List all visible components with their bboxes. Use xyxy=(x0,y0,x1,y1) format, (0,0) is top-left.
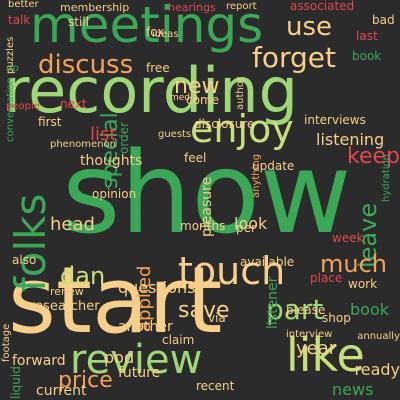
word-place: place xyxy=(310,271,343,285)
word-discuss: discuss xyxy=(38,50,134,80)
word-months: months xyxy=(180,219,226,233)
word-new: new xyxy=(174,74,220,99)
word-dp: dp xyxy=(6,63,19,74)
word-still: still xyxy=(68,15,89,29)
word-enjoy: enjoy xyxy=(190,107,294,151)
word-like: like xyxy=(286,328,365,382)
word-show: show xyxy=(62,129,352,259)
word-ideas: ideas xyxy=(152,29,179,40)
word-questions: questions xyxy=(118,278,196,297)
word-last: last xyxy=(356,29,378,43)
word-much: much xyxy=(320,250,387,278)
word-anything: anything xyxy=(251,153,262,198)
word-fox: fox xyxy=(146,25,165,39)
word-phenomenon: phenomenon xyxy=(50,139,116,150)
word-associated: associated xyxy=(290,0,355,13)
word-review: review xyxy=(70,337,203,383)
word-head: head xyxy=(50,214,95,235)
word-per: per xyxy=(236,221,256,235)
word-report: report xyxy=(226,1,257,12)
word-folks: folks xyxy=(6,193,55,292)
word-current: current xyxy=(36,383,87,399)
word-work: work xyxy=(348,277,378,291)
word-please: please xyxy=(286,303,326,317)
word-start: start xyxy=(8,247,223,354)
word-shop: shop xyxy=(322,311,351,325)
word-people: people xyxy=(6,101,40,112)
word-price: price xyxy=(58,368,113,393)
word-recent: recent xyxy=(196,379,235,393)
word-look: look xyxy=(234,214,268,233)
word-also: also xyxy=(12,253,37,267)
word-liquid: liquid xyxy=(9,366,23,400)
word-listener: listener xyxy=(265,276,281,330)
word-disclosure: disclosure xyxy=(194,117,255,131)
word-talk: talk xyxy=(8,13,31,27)
word-dan: dan xyxy=(60,262,106,290)
word-hydration: hydration xyxy=(381,154,392,202)
word-listening: listening xyxy=(316,130,385,149)
word-annually: annually xyxy=(357,331,400,342)
word-next: next xyxy=(60,97,87,111)
word-bad: bad xyxy=(372,13,395,27)
word-save: save xyxy=(178,298,230,323)
word-ready: ready xyxy=(354,360,400,379)
word-future: future xyxy=(118,365,161,381)
word-keep: keep xyxy=(347,144,400,169)
word-interviews: interviews xyxy=(304,113,366,127)
word-hearings: hearings xyxy=(168,1,216,14)
word-come: come xyxy=(186,93,220,107)
word-free: free xyxy=(146,61,170,75)
word-first: first xyxy=(38,115,62,129)
word-better: better xyxy=(8,0,39,10)
word-media: media xyxy=(170,93,199,103)
word-footage: footage xyxy=(1,323,12,362)
word-year: year xyxy=(296,338,337,359)
word-list: list xyxy=(90,124,117,145)
word-feel: feel xyxy=(184,151,207,165)
word-meetings: meetings xyxy=(30,0,264,54)
word-claim: claim xyxy=(162,333,195,347)
word-book: book xyxy=(352,49,382,63)
word-use: use xyxy=(286,12,333,42)
word-forward: forward xyxy=(12,353,66,369)
word-pod: pod xyxy=(104,348,135,367)
word-order: order xyxy=(117,122,131,154)
word-available: available xyxy=(240,255,295,269)
word-touch: touch xyxy=(178,249,286,293)
word-membership: membership xyxy=(60,1,130,14)
word-puzzles: puzzles xyxy=(5,36,16,74)
word-news: news xyxy=(332,380,374,399)
word-forget: forget xyxy=(252,41,336,74)
word-recording: recording xyxy=(4,54,298,127)
word-part: part xyxy=(266,293,324,326)
word-another: another xyxy=(118,319,173,335)
word-author: author xyxy=(235,77,246,110)
word-thoughts: thoughts xyxy=(80,153,143,169)
word-renew: renew xyxy=(50,285,84,298)
word-book: book xyxy=(350,300,389,319)
word-opinion: opinion xyxy=(92,187,137,201)
word-researcher: researcher xyxy=(30,299,100,314)
word-via: via xyxy=(208,311,226,325)
word-guests: guests xyxy=(158,129,192,140)
word-interview: interview xyxy=(286,329,333,340)
word-week: week xyxy=(332,231,364,245)
word-update: update xyxy=(252,159,295,173)
